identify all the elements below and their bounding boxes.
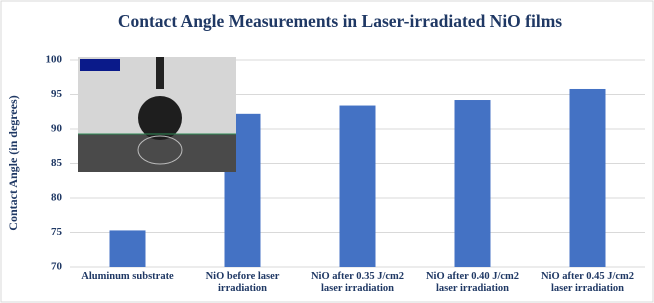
x-tick-label: NiO after 0.40 J/cm2 laser irradiation — [417, 271, 529, 295]
bar — [455, 100, 491, 267]
y-tick-label: 85 — [51, 157, 63, 169]
chart: Contact Angle Measurements in Laser-irra… — [0, 0, 654, 303]
y-tick-label: 100 — [46, 54, 63, 66]
y-tick-label: 70 — [51, 261, 63, 273]
y-tick-label: 95 — [51, 88, 63, 100]
y-axis-label: Contact Angle (in degrees) — [6, 95, 20, 230]
photo-droplet — [138, 96, 182, 140]
y-tick-label: 90 — [51, 123, 63, 135]
photo-label-box — [80, 59, 120, 71]
x-tick-label: NiO after 0.35 J/cm2 laser irradiation — [302, 271, 414, 295]
photo-needle — [156, 57, 164, 89]
bar — [570, 89, 606, 267]
y-tick-label: 80 — [51, 192, 63, 204]
inset-photo — [78, 57, 236, 172]
chart-title: Contact Angle Measurements in Laser-irra… — [118, 11, 562, 31]
x-tick-label: NiO after 0.45 J/cm2 laser irradiation — [532, 271, 644, 295]
y-tick-label: 75 — [51, 226, 63, 238]
x-tick-label: NiO before laser irradiation — [187, 271, 299, 295]
chart-canvas: Contact Angle Measurements in Laser-irra… — [0, 0, 654, 303]
x-tick-label: Aluminum substrate — [72, 271, 184, 283]
bar — [110, 230, 146, 267]
bar — [340, 106, 376, 267]
